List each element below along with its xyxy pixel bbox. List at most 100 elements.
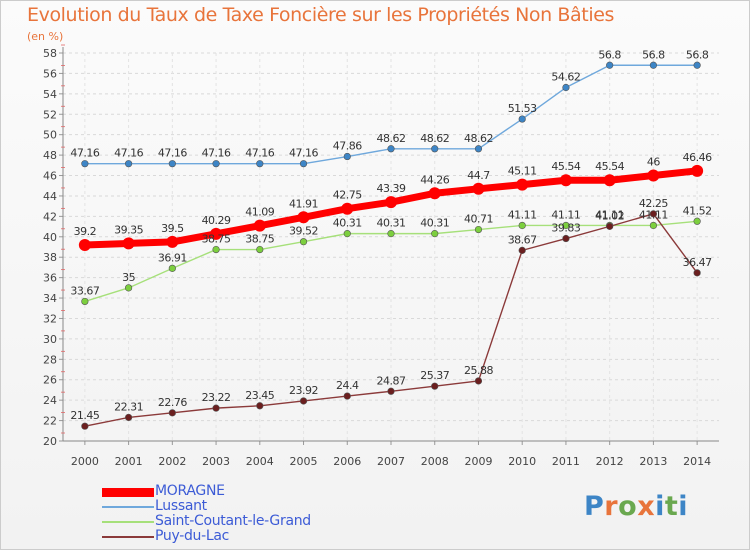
point-moragne	[122, 237, 135, 250]
point-moragne	[385, 196, 397, 209]
logo-letter: o	[618, 491, 638, 522]
point-saint-coutant-le-grand	[343, 230, 351, 238]
logo-letter: P	[584, 491, 605, 522]
chart-title: Evolution du Taux de Taxe Foncière sur l…	[27, 4, 615, 26]
data-label-saint-coutant-le-grand: 40.71	[464, 213, 493, 226]
data-label-moragne: 43.39	[377, 182, 406, 195]
point-moragne	[516, 178, 529, 191]
data-label-puy-du-lac: 41.02	[595, 209, 624, 222]
point-moragne	[166, 235, 179, 248]
point-puy-du-lac	[299, 397, 308, 405]
data-label-moragne: 39.35	[114, 223, 143, 236]
x-tick-label: 2006	[333, 455, 361, 468]
point-puy-du-lac	[431, 382, 439, 390]
data-label-lussant: 56.8	[598, 48, 621, 61]
point-puy-du-lac	[256, 402, 264, 410]
data-label-lussant: 47.16	[114, 147, 143, 160]
y-tick-label: 56	[43, 67, 57, 80]
data-label-moragne: 46	[647, 156, 660, 169]
data-label-lussant: 48.62	[377, 132, 406, 145]
y-tick-label: 58	[43, 47, 57, 60]
legend-label-saint-coutant-le-grand: Saint-Coutant-le-Grand	[155, 513, 311, 529]
y-tick-label: 34	[43, 292, 57, 305]
data-label-puy-du-lac: 21.45	[70, 409, 99, 422]
data-label-moragne: 41.91	[289, 197, 318, 210]
legend-label-moragne: MORAGNE	[155, 483, 225, 499]
point-puy-du-lac	[343, 392, 351, 400]
point-lussant	[474, 145, 483, 153]
point-lussant	[168, 160, 176, 168]
point-moragne	[472, 182, 485, 195]
point-lussant	[299, 160, 308, 168]
data-label-puy-du-lac: 23.45	[245, 389, 274, 402]
point-lussant	[343, 152, 351, 161]
point-saint-coutant-le-grand	[124, 284, 133, 292]
point-puy-du-lac	[387, 387, 395, 395]
legend-swatch-lussant	[102, 506, 154, 508]
point-moragne	[559, 174, 572, 187]
point-lussant	[256, 160, 264, 168]
data-label-lussant: 47.16	[202, 147, 231, 160]
point-puy-du-lac	[606, 222, 614, 230]
logo-letter: x	[637, 491, 656, 522]
y-tick-label: 54	[43, 88, 57, 101]
data-label-moragne: 39.2	[74, 225, 97, 238]
y-tick-label: 26	[43, 374, 57, 387]
point-saint-coutant-le-grand	[256, 245, 264, 254]
x-tick-label: 2005	[290, 455, 318, 468]
point-moragne	[297, 211, 310, 224]
data-label-saint-coutant-le-grand: 39.52	[289, 225, 318, 238]
logo-letter: r	[604, 491, 619, 522]
point-lussant	[518, 115, 526, 123]
y-tick-label: 52	[43, 108, 57, 121]
point-saint-coutant-le-grand	[81, 297, 89, 306]
data-label-moragne: 39.5	[161, 222, 184, 235]
data-label-saint-coutant-le-grand: 40.31	[333, 217, 362, 230]
data-label-puy-du-lac: 25.88	[464, 364, 493, 377]
data-label-puy-du-lac: 22.76	[158, 396, 187, 409]
logo-letter: t	[664, 491, 679, 522]
logo-letter: i	[678, 491, 689, 522]
data-label-puy-du-lac: 25.37	[420, 369, 449, 382]
point-saint-coutant-le-grand	[168, 264, 176, 272]
y-tick-label: 30	[43, 333, 57, 346]
x-tick-label: 2010	[508, 455, 536, 468]
data-label-saint-coutant-le-grand: 41.11	[508, 208, 537, 221]
point-lussant	[124, 160, 133, 168]
x-tick-label: 2012	[596, 455, 624, 468]
data-label-saint-coutant-le-grand: 38.75	[245, 233, 274, 246]
point-moragne	[428, 187, 441, 200]
point-puy-du-lac	[562, 234, 570, 243]
y-tick-label: 38	[43, 251, 57, 264]
data-label-moragne: 44.7	[467, 169, 490, 182]
y-tick-label: 28	[43, 353, 57, 366]
point-puy-du-lac	[124, 413, 133, 422]
data-label-puy-du-lac: 36.47	[683, 256, 712, 269]
x-tick-label: 2000	[71, 455, 99, 468]
x-tick-label: 2007	[377, 455, 405, 468]
point-puy-du-lac	[649, 210, 658, 218]
y-axis-unit-label: (en %)	[27, 30, 64, 43]
point-lussant	[649, 61, 658, 69]
legend-label-puy-du-lac: Puy-du-Lac	[155, 528, 230, 544]
x-tick-label: 2008	[421, 455, 449, 468]
data-label-lussant: 48.62	[464, 132, 493, 145]
data-label-puy-du-lac: 38.67	[508, 233, 537, 246]
proxiti-logo: Proxiti	[584, 491, 688, 522]
point-puy-du-lac	[212, 404, 220, 412]
x-tick-label: 2004	[246, 455, 274, 468]
data-label-lussant: 47.16	[289, 147, 318, 160]
data-label-saint-coutant-le-grand: 41.11	[595, 208, 624, 221]
data-label-moragne: 46.46	[683, 151, 712, 164]
point-moragne	[210, 227, 223, 240]
y-tick-label: 44	[43, 190, 57, 203]
x-tick-label: 2011	[552, 455, 580, 468]
point-moragne	[603, 174, 616, 187]
data-label-puy-du-lac: 22.31	[114, 400, 143, 413]
data-label-lussant: 54.62	[551, 71, 580, 84]
x-tick-label: 2002	[158, 455, 186, 468]
point-lussant	[606, 61, 614, 69]
x-tick-label: 2001	[115, 455, 143, 468]
axes: 20 22 24 26 28 30 32 34 36 38 40 42 44 46 48 50 52 54 56 58…	[43, 44, 719, 468]
point-saint-coutant-le-grand	[562, 221, 570, 230]
